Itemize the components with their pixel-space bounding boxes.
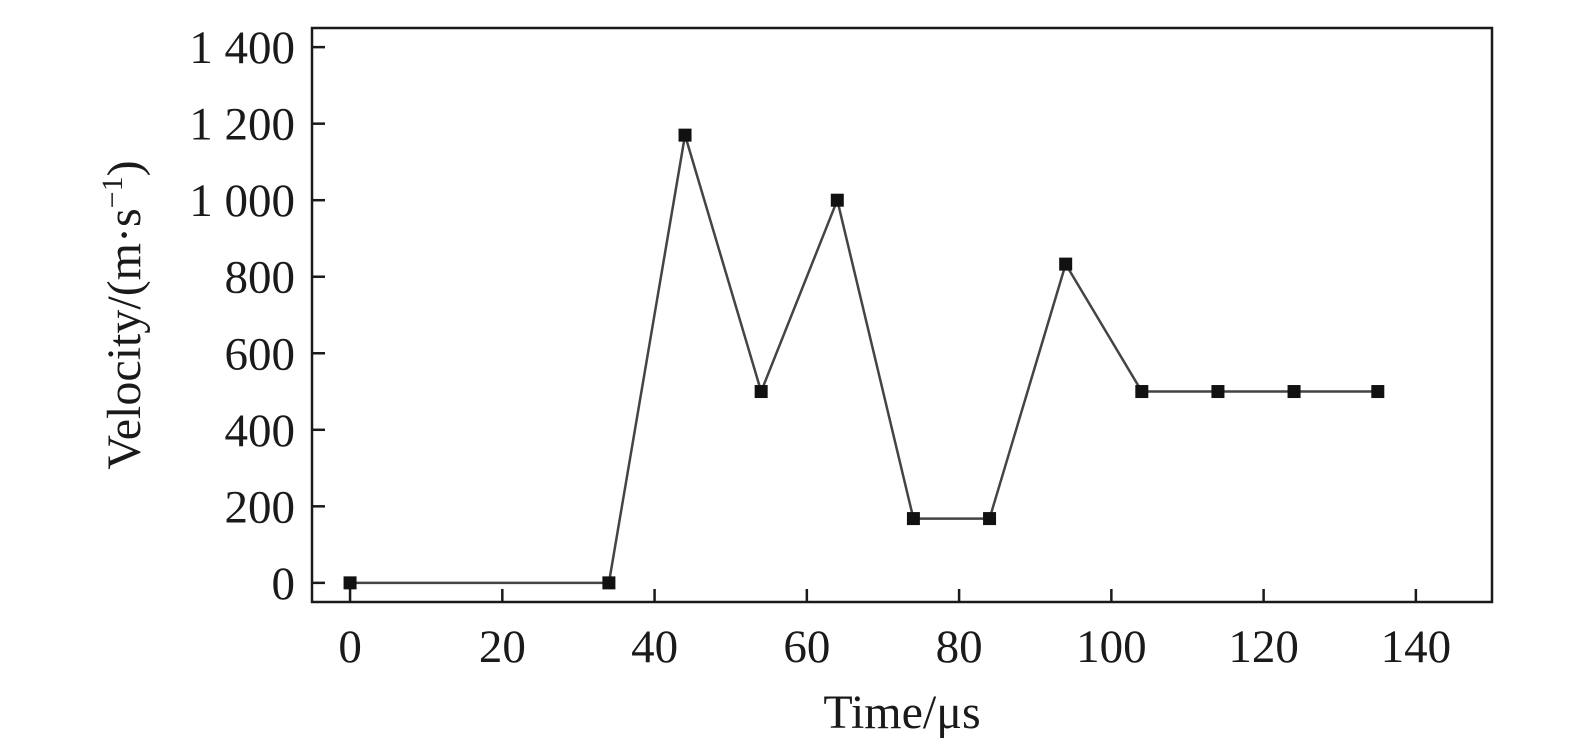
y-tick-label: 1 400	[189, 22, 295, 74]
y-tick-label: 600	[225, 328, 296, 380]
series-line	[350, 133, 1378, 585]
data-point	[1287, 385, 1301, 399]
data-point	[830, 193, 844, 207]
x-tick-label: 20	[479, 621, 526, 673]
data-point	[602, 576, 616, 590]
x-tick-label: 100	[1076, 621, 1147, 673]
y-tick-label: 0	[272, 558, 296, 610]
data-point	[678, 128, 692, 142]
y-axis-label: Velocity/(m·s−1)	[96, 160, 151, 469]
x-tick-label: 60	[783, 621, 830, 673]
y-tick-label: 1 200	[189, 99, 295, 151]
plot-frame	[310, 26, 1494, 604]
data-point	[1211, 385, 1225, 399]
y-tick-label: 1 000	[189, 175, 295, 227]
y-tick-label: 200	[225, 481, 296, 533]
x-axis: 0 20 40 60 80 100 120 140	[338, 589, 1451, 673]
series-layer	[343, 128, 1385, 590]
x-tick-label: 0	[338, 621, 362, 673]
x-axis-label: Time/μs	[823, 686, 980, 739]
data-point	[1059, 257, 1073, 271]
x-tick-label: 140	[1381, 621, 1452, 673]
data-point	[983, 512, 997, 526]
y-tick-label: 400	[225, 405, 296, 457]
x-tick-label: 120	[1228, 621, 1299, 673]
y-axis-label-close: )	[98, 160, 151, 176]
y-axis-label-exponent: −1	[96, 176, 129, 208]
x-tick-label: 40	[631, 621, 678, 673]
data-point	[1135, 385, 1149, 399]
x-tick-label: 80	[936, 621, 983, 673]
data-point	[754, 385, 768, 399]
y-axis: 0 200 400 600 800 1 000 1 200 1 400	[189, 22, 325, 610]
y-axis-label-main: Velocity/(m·s	[98, 208, 151, 469]
data-point	[906, 512, 920, 526]
data-point	[1371, 385, 1385, 399]
data-point	[343, 576, 357, 590]
y-tick-label: 800	[225, 252, 296, 304]
